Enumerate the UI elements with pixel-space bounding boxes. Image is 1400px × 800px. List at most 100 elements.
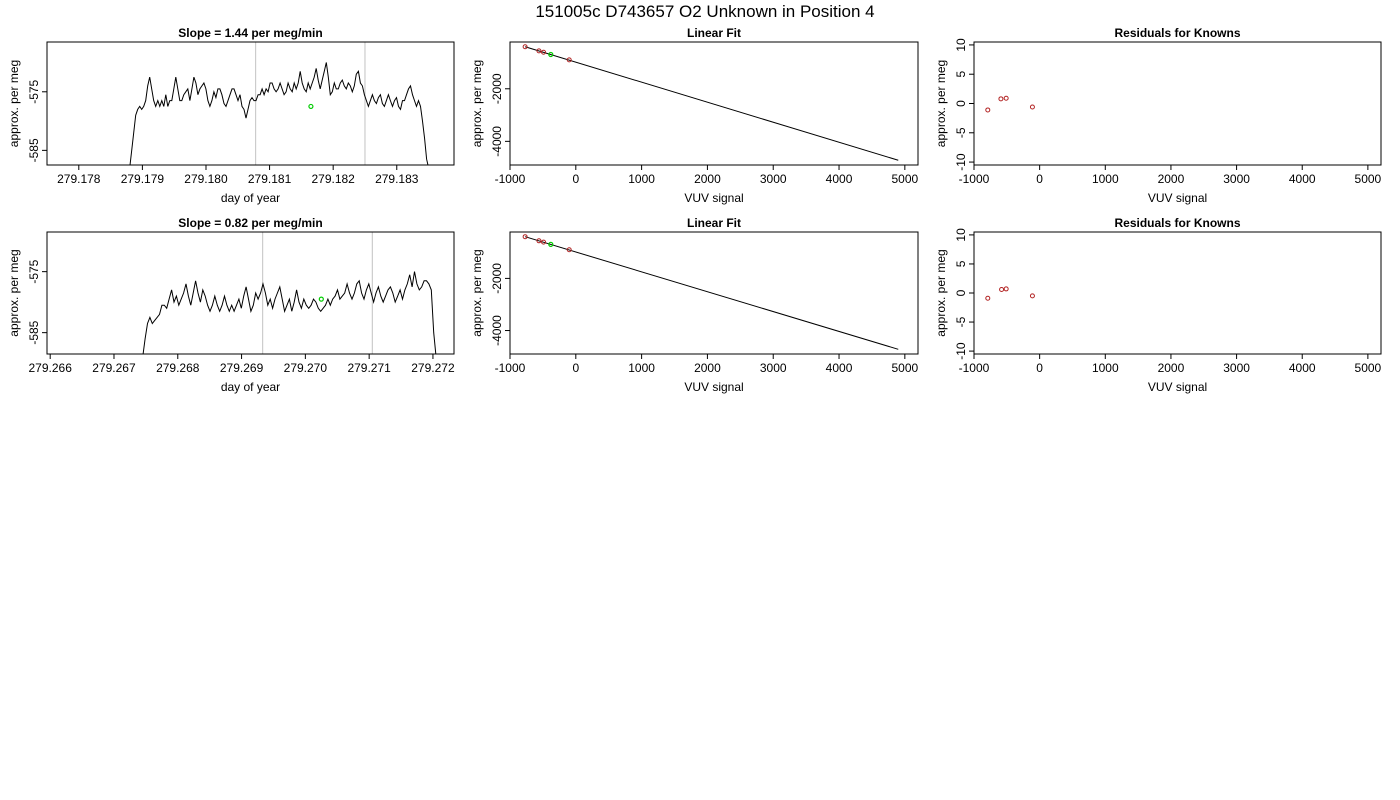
x-tick-label: 4000 [1289,172,1316,186]
x-tick-label: 279.271 [347,361,391,375]
known-point [566,57,572,63]
x-tick-label: 3000 [760,172,787,186]
panel-title: Slope = 0.82 per meg/min [178,216,322,230]
plot-frame [509,41,919,166]
figure-title: 151005c D743657 O2 Unknown in Position 4 [535,2,874,21]
y-tick-label: -4000 [490,126,504,157]
fit-line [524,236,899,350]
residual-point [985,107,991,113]
panel-title: Residuals for Knowns [1114,216,1240,230]
residual-point [1029,293,1035,299]
x-tick-label: -1000 [959,361,990,375]
y-axis-label: approx. per meg [7,249,21,336]
x-tick-label: 1000 [1092,172,1119,186]
x-tick-label: 1000 [628,172,655,186]
known-point [541,239,547,245]
x-axis-label: VUV signal [1148,191,1207,205]
plot-frame [973,41,1382,166]
unknown-point [548,51,554,58]
trace-line [129,62,429,165]
plot-area [985,286,1035,301]
panel-title: Residuals for Knowns [1114,26,1240,40]
x-tick-label: 279.268 [156,361,200,375]
residual-point [999,287,1005,293]
panel-bottom-timeseries: Slope = 0.82 per meg/min 279.266 279.267 27… [7,216,455,394]
plot-area [522,44,899,161]
x-tick-label: -1000 [495,361,526,375]
plot-area [522,234,899,350]
y-axis-label: approx. per meg [470,249,484,336]
x-tick-label: 3000 [1223,361,1250,375]
y-tick-label: 10 [954,38,968,52]
y-tick-label: 5 [954,71,968,78]
plot-area [985,95,1035,113]
x-tick-label: 279.178 [57,172,101,186]
y-tick-label: -2000 [490,263,504,294]
plot-area [129,42,429,165]
x-tick-label: 279.179 [121,172,165,186]
known-point [522,44,528,50]
x-tick-label: 279.272 [411,361,455,375]
y-axis-label: approx. per meg [7,60,21,147]
x-tick-label: 4000 [1289,361,1316,375]
x-tick-label: 279.180 [184,172,228,186]
y-axis-label: approx. per meg [934,60,948,147]
x-tick-label: 0 [572,172,579,186]
fit-line [524,46,899,161]
plot-area [142,232,437,354]
x-tick-label: 4000 [826,361,853,375]
y-tick-label: 10 [954,228,968,242]
x-tick-label: 4000 [826,172,853,186]
y-tick-label: -2000 [490,73,504,104]
panel-top-residuals: Residuals for Knowns -1000 0 1000 2000 3000 40… [934,26,1382,205]
x-tick-label: 5000 [891,172,918,186]
residual-point [985,295,991,301]
y-tick-label: 0 [954,100,968,107]
y-tick-label: -5 [954,316,968,327]
x-tick-label: 3000 [760,361,787,375]
panel-top-timeseries: Slope = 1.44 per meg/min 279.178 279.179 27… [7,26,455,205]
y-tick-label: -585 [27,138,41,162]
x-tick-label: 0 [572,361,579,375]
x-tick-label: 0 [1036,361,1043,375]
known-point [536,238,542,244]
y-tick-label: -4000 [490,315,504,346]
known-point [566,247,572,253]
y-tick-label: -575 [27,79,41,103]
x-axis-label: VUV signal [684,380,743,394]
residual-point [1003,95,1009,101]
panel-title: Linear Fit [687,26,741,40]
x-tick-label: 279.270 [284,361,328,375]
x-tick-label: 5000 [891,361,918,375]
x-tick-label: 5000 [1355,361,1382,375]
trace-line [142,271,437,354]
panel-top-linear-fit: Linear Fit -1000 0 1000 2000 3000 4000 5000 -200… [470,26,919,205]
x-tick-label: 1000 [1092,361,1119,375]
known-point [522,234,528,240]
panel-title: Linear Fit [687,216,741,230]
y-tick-label: -10 [954,342,968,360]
x-axis-label: day of year [221,380,280,394]
x-tick-label: 2000 [694,361,721,375]
y-tick-label: 5 [954,260,968,267]
y-tick-label: -585 [27,320,41,344]
residual-point [1029,104,1035,110]
x-tick-label: 3000 [1223,172,1250,186]
known-point [536,48,542,54]
y-tick-label: -10 [954,153,968,171]
mean-marker [318,296,324,302]
panel-title: Slope = 1.44 per meg/min [178,26,322,40]
y-axis-label: approx. per meg [934,249,948,336]
y-tick-label: -5 [954,127,968,138]
residual-point [998,96,1004,102]
panel-bottom-residuals: Residuals for Knowns -1000 0 1000 2000 3000 40… [934,216,1382,394]
x-tick-label: 2000 [694,172,721,186]
y-axis-label: approx. per meg [470,60,484,147]
x-tick-label: 279.266 [28,361,72,375]
x-tick-label: 279.269 [220,361,264,375]
unknown-point [548,241,554,247]
plot-frame [973,231,1382,355]
residual-point [1003,286,1009,292]
x-tick-label: 0 [1036,172,1043,186]
